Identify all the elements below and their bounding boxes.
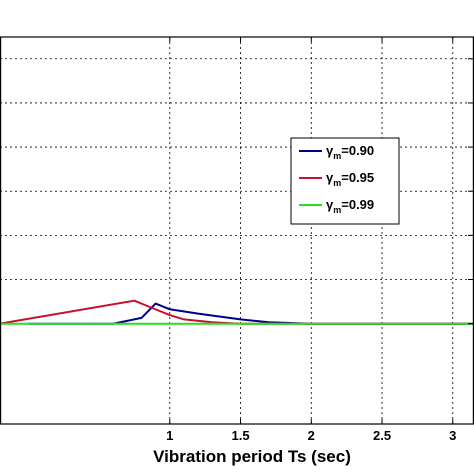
plot-frame — [0, 36, 474, 425]
x-tick-label: 2.5 — [373, 428, 391, 443]
axis-ticks — [169, 37, 473, 424]
x-tick-label: 1 — [166, 428, 173, 443]
x-tick-label: 2 — [308, 428, 315, 443]
x-tick-labels: 1 1.5 2 2.5 3 — [166, 428, 456, 443]
legend: γm=0.90 γm=0.95 γm=0.99 — [290, 137, 400, 225]
legend-box — [290, 137, 400, 225]
x-axis-label: Vibration period Ts (sec) — [153, 447, 351, 466]
legend-entry: γm=0.90 — [326, 143, 374, 161]
legend-entry: γm=0.99 — [326, 197, 374, 215]
x-tick-label: 3 — [449, 428, 456, 443]
series-lines — [0, 299, 474, 325]
legend-entry: γm=0.95 — [326, 170, 374, 188]
x-tick-label: 1.5 — [231, 428, 249, 443]
